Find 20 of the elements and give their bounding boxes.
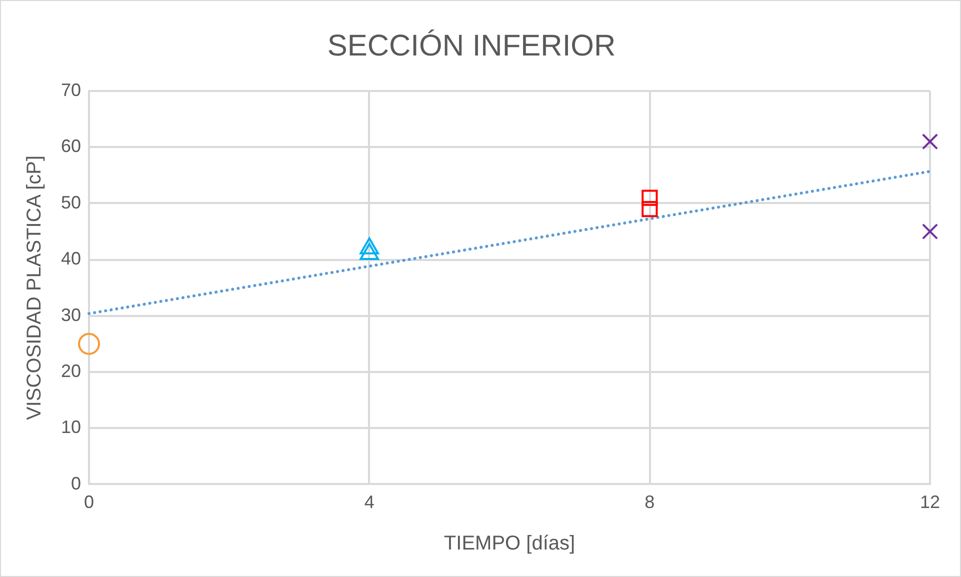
x-tick-label: 12 <box>920 492 940 512</box>
y-tick-label: 50 <box>60 192 82 212</box>
y-tick-label: 10 <box>60 417 82 438</box>
y-tick-label: 60 <box>60 136 82 156</box>
point <box>642 190 658 206</box>
point <box>922 134 938 150</box>
y-axis-title: VISCOSIDAD PLASTICA [cP] <box>24 155 46 420</box>
point <box>78 332 100 355</box>
point <box>642 200 658 218</box>
x-tick-label: 4 <box>364 492 374 512</box>
point <box>922 223 938 240</box>
y-tick-label: 0 <box>71 473 82 494</box>
x-tick-label: 8 <box>644 492 655 512</box>
y-tick-label: 30 <box>60 304 82 325</box>
x-axis-title: TIEMPO [días] <box>444 532 576 555</box>
y-tick-label: 40 <box>60 248 82 269</box>
chart-title: SECCIÓN INFERIOR <box>327 28 616 62</box>
y-tick-label: 70 <box>60 80 82 100</box>
x-tick-label: 0 <box>84 492 94 512</box>
y-tick-label: 20 <box>60 360 82 381</box>
